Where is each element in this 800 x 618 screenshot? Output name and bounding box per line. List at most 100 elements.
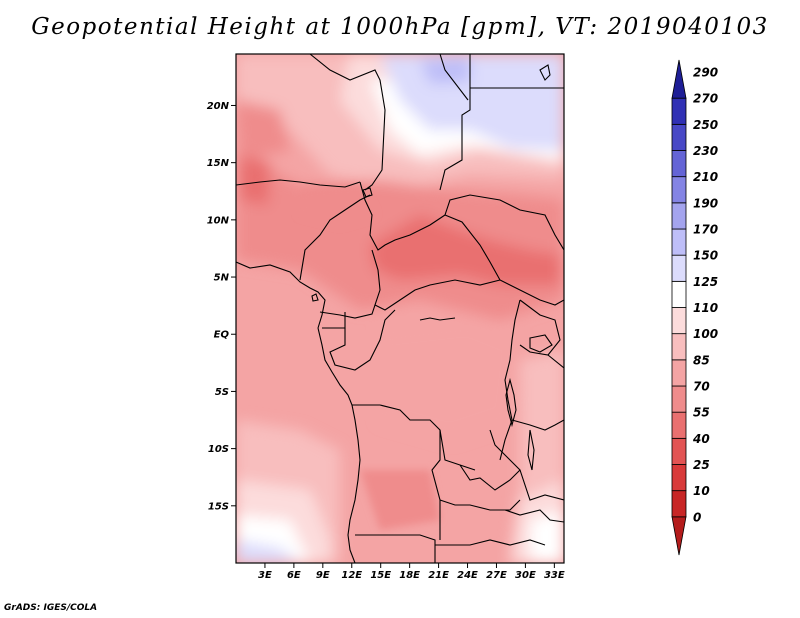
colorbar-label: 40	[692, 432, 710, 446]
colorbar-swatch	[671, 307, 687, 335]
colorbar-label: 190	[693, 196, 718, 210]
y-axis: 20N 15N 10N 5N EQ 5S 10S 15S	[207, 101, 236, 512]
island-nile	[539, 64, 551, 81]
field-blue-sw	[236, 540, 300, 563]
colorbar-label: 55	[693, 406, 710, 420]
colorbar-arrow-low	[671, 516, 687, 556]
y-tick-label: 15S	[208, 501, 229, 512]
lake-chad	[362, 187, 373, 198]
field-basin	[380, 320, 520, 440]
border-car-south	[371, 249, 501, 311]
border-mozambique	[519, 469, 564, 501]
lake-victoria	[529, 334, 553, 353]
field-core-west	[240, 150, 270, 205]
colorbar-swatch	[671, 202, 687, 230]
border-libya-egypt	[439, 54, 469, 101]
colorbar-label: 210	[693, 170, 718, 184]
colorbar-label: 10	[693, 484, 710, 498]
coastline-west-africa	[236, 261, 326, 329]
colorbar-label: 110	[693, 301, 718, 315]
border-kenya-tanz	[547, 354, 564, 369]
field-blue-ne	[380, 54, 564, 150]
colorbar-swatch	[671, 359, 687, 387]
chart-title: Geopotential Height at 1000hPa [gpm], VT…	[31, 14, 769, 40]
colorbar-label: 150	[693, 249, 718, 263]
colorbar-label: 170	[693, 223, 718, 237]
x-tick-label: 21E	[428, 570, 449, 581]
footer-credit: GrADS: IGES/COLA	[4, 603, 98, 613]
colorbar-label: 0	[693, 510, 701, 524]
colorbar-label: 100	[693, 327, 718, 341]
colorbar-label: 85	[693, 353, 710, 367]
field-west-mid	[236, 100, 290, 160]
colorbar-swatch	[671, 254, 687, 282]
border-south-africa	[435, 539, 546, 546]
border-tanz-south	[511, 419, 564, 431]
colorbar-swatch	[671, 437, 687, 465]
x-tick-label: 15E	[370, 570, 391, 581]
border-nigeria-east	[299, 194, 371, 281]
colorbar: 0 10 25 40 55 70 85 100 110 125 150 170 190 210 230 250…	[671, 59, 718, 556]
x-tick-label: 3E	[258, 570, 272, 581]
colorbar-label: 250	[693, 118, 718, 132]
x-tick-label: 12E	[341, 570, 362, 581]
field-core-central	[370, 215, 560, 285]
colorbar-swatch	[671, 385, 687, 413]
y-tick-label: 5S	[215, 387, 229, 398]
border-drc-angola	[352, 404, 476, 471]
colorbar-arrow-high	[671, 59, 687, 99]
colorbar-swatch	[671, 97, 687, 125]
colorbar-swatch	[671, 280, 687, 308]
border-drc-east	[499, 299, 521, 461]
colorbar-swatch	[671, 490, 687, 518]
border-sudan-ss	[444, 194, 564, 251]
border-se	[504, 509, 564, 523]
field-se-white2	[530, 510, 564, 563]
map-field	[236, 54, 564, 563]
border-egypt-sudan	[439, 54, 471, 191]
colorbar-label: 270	[693, 92, 718, 106]
colorbar-swatch	[671, 150, 687, 178]
colorbar-label: 70	[693, 380, 710, 394]
colorbar-label: 290	[693, 66, 718, 80]
y-tick-label: 10S	[208, 444, 229, 455]
colorbar-label: 25	[693, 458, 710, 472]
border-cameroon	[319, 304, 376, 319]
y-tick-label: EQ	[214, 330, 230, 341]
x-tick-label: 27E	[486, 570, 507, 581]
border-congo	[329, 309, 396, 371]
island-bioko	[311, 293, 319, 302]
coastline-central	[317, 327, 361, 563]
colorbar-swatch	[671, 464, 687, 492]
border-chad-west	[359, 181, 446, 251]
lake-tanganyika	[505, 377, 517, 428]
x-tick-label: 30E	[515, 570, 536, 581]
plot-frame	[235, 53, 565, 564]
colorbar-label: 125	[693, 275, 718, 289]
border-zambia-south	[439, 499, 521, 511]
y-tick-label: 20N	[207, 101, 230, 112]
field-chad-dark	[300, 185, 375, 225]
x-tick-label: 33E	[544, 570, 565, 581]
border-niger-south	[236, 179, 361, 188]
y-tick-label: 15N	[207, 158, 230, 169]
colorbar-swatch	[671, 228, 687, 256]
country-borders	[236, 54, 564, 563]
colorbar-swatch	[671, 411, 687, 439]
border-angola-east	[431, 430, 441, 540]
y-tick-label: 10N	[207, 215, 230, 226]
river-congo	[419, 317, 456, 321]
lake-malawi	[527, 429, 535, 471]
field-angola-mid	[360, 470, 440, 530]
border-zambia	[459, 429, 521, 491]
x-tick-label: 24E	[457, 570, 478, 581]
field-blue-ne-dark	[420, 58, 470, 84]
x-tick-label: 6E	[287, 570, 301, 581]
x-axis: 3E 6E 9E 12E 15E 18E 21E 24E 27E 30E 33E	[258, 563, 565, 581]
x-tick-label: 9E	[316, 570, 330, 581]
border-angola-south	[355, 534, 436, 563]
y-tick-label: 5N	[214, 273, 230, 284]
border-uganda	[519, 299, 561, 356]
x-tick-label: 18E	[399, 570, 420, 581]
